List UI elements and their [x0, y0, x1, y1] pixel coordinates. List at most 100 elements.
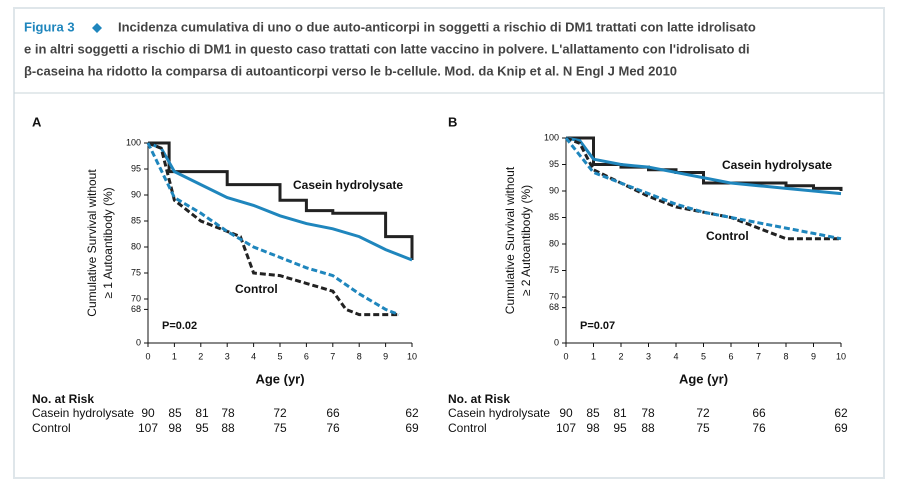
- risk-count: 98: [586, 421, 600, 435]
- survival-curve: [566, 136, 843, 191]
- y-tick-label: 70: [549, 291, 559, 301]
- x-tick-label: 10: [836, 351, 846, 361]
- caption-label: Figura 3: [24, 19, 75, 34]
- risk-count: 76: [326, 421, 340, 435]
- y-axis-label: Cumulative Survival without: [503, 166, 517, 314]
- x-tick-label: 0: [563, 351, 568, 361]
- risk-count: 88: [221, 421, 235, 435]
- curve-label: Casein hydrolysate: [722, 158, 832, 172]
- y-tick-label: 80: [549, 238, 559, 248]
- y-tick-label: 75: [549, 265, 559, 275]
- risk-count: 81: [195, 406, 209, 420]
- survival-curve: [564, 137, 842, 241]
- x-tick-label: 2: [198, 351, 203, 361]
- risk-count: 85: [586, 406, 600, 420]
- risk-row-label: Control: [448, 421, 487, 435]
- risk-count: 72: [696, 406, 710, 420]
- y-axis-label: ≥ 1 Autoantibody (%): [101, 187, 115, 298]
- x-axis-label: Age (yr): [255, 371, 304, 386]
- risk-count: 66: [752, 406, 766, 420]
- x-tick-label: 6: [728, 351, 733, 361]
- x-axis-label: Age (yr): [679, 371, 728, 386]
- risk-count: 75: [696, 421, 710, 435]
- risk-count: 66: [326, 406, 340, 420]
- risk-count: 62: [405, 406, 419, 420]
- risk-title: No. at Risk: [448, 392, 510, 406]
- x-tick-label: 8: [783, 351, 788, 361]
- x-tick-label: 10: [407, 351, 417, 361]
- x-tick-label: 3: [225, 351, 230, 361]
- survival-curve: [146, 142, 400, 316]
- p-value: P=0.07: [580, 320, 615, 332]
- x-tick-label: 9: [383, 351, 388, 361]
- risk-count: 76: [752, 421, 766, 435]
- risk-count: 69: [834, 421, 848, 435]
- caption-line: Incidenza cumulativa di uno o due auto-a…: [118, 19, 756, 34]
- x-tick-label: 6: [304, 351, 309, 361]
- x-tick-label: 0: [145, 351, 150, 361]
- x-tick-label: 2: [618, 351, 623, 361]
- x-tick-label: 7: [756, 351, 761, 361]
- y-tick-label: 90: [131, 189, 141, 199]
- y-tick-label: 68: [131, 304, 141, 314]
- risk-count: 95: [195, 421, 209, 435]
- y-tick-label: 75: [131, 267, 141, 277]
- curve-label: Control: [706, 229, 749, 243]
- y-tick-label: 95: [131, 163, 141, 173]
- risk-title: No. at Risk: [32, 392, 94, 406]
- y-tick-label: 0: [554, 337, 559, 347]
- y-tick-label: 90: [549, 185, 559, 195]
- risk-count: 81: [613, 406, 627, 420]
- risk-row-label: Control: [32, 421, 71, 435]
- x-tick-label: 5: [277, 351, 282, 361]
- y-tick-label: 80: [131, 241, 141, 251]
- risk-count: 62: [834, 406, 848, 420]
- x-tick-label: 4: [673, 351, 678, 361]
- x-tick-label: 1: [172, 351, 177, 361]
- x-tick-label: 5: [701, 351, 706, 361]
- survival-curve: [148, 141, 414, 260]
- risk-count: 85: [168, 406, 182, 420]
- y-tick-label: 68: [549, 302, 559, 312]
- x-tick-label: 7: [330, 351, 335, 361]
- x-tick-label: 9: [811, 351, 816, 361]
- caption-line: β-caseina ha ridotto la comparsa di auto…: [24, 63, 677, 78]
- y-tick-label: 95: [549, 159, 559, 169]
- y-tick-label: 100: [544, 132, 559, 142]
- curve-label: Control: [235, 282, 278, 296]
- y-tick-label: 70: [131, 293, 141, 303]
- risk-count: 88: [641, 421, 655, 435]
- risk-count: 72: [273, 406, 287, 420]
- y-tick-label: 85: [549, 212, 559, 222]
- risk-count: 90: [559, 406, 573, 420]
- y-axis-label: Cumulative Survival without: [85, 169, 99, 317]
- y-axis-label: ≥ 2 Autoantibody (%): [519, 185, 533, 296]
- caption-line: e in altri soggetti a rischio di DM1 in …: [24, 41, 750, 56]
- risk-count: 69: [405, 421, 419, 435]
- risk-count: 78: [221, 406, 235, 420]
- survival-curve: [147, 141, 413, 262]
- risk-row-label: Casein hydrolysate: [32, 406, 134, 420]
- x-tick-label: 1: [591, 351, 596, 361]
- curve-label: Casein hydrolysate: [293, 178, 403, 192]
- survival-curve: [147, 141, 399, 317]
- survival-curve: [565, 136, 842, 196]
- x-tick-label: 4: [251, 351, 256, 361]
- y-tick-label: 100: [126, 137, 141, 147]
- risk-count: 95: [613, 421, 627, 435]
- y-tick-label: 0: [136, 337, 141, 347]
- risk-count: 90: [141, 406, 155, 420]
- risk-count: 75: [273, 421, 287, 435]
- p-value: P=0.02: [162, 320, 197, 332]
- frame: [13, 7, 885, 479]
- y-tick-label: 85: [131, 215, 141, 225]
- risk-count: 107: [556, 421, 576, 435]
- risk-count: 98: [168, 421, 182, 435]
- panel-label: A: [32, 114, 42, 129]
- risk-count: 107: [138, 421, 158, 435]
- diamond: [92, 23, 102, 33]
- risk-row-label: Casein hydrolysate: [448, 406, 550, 420]
- panel-label: B: [448, 114, 457, 129]
- x-tick-label: 3: [646, 351, 651, 361]
